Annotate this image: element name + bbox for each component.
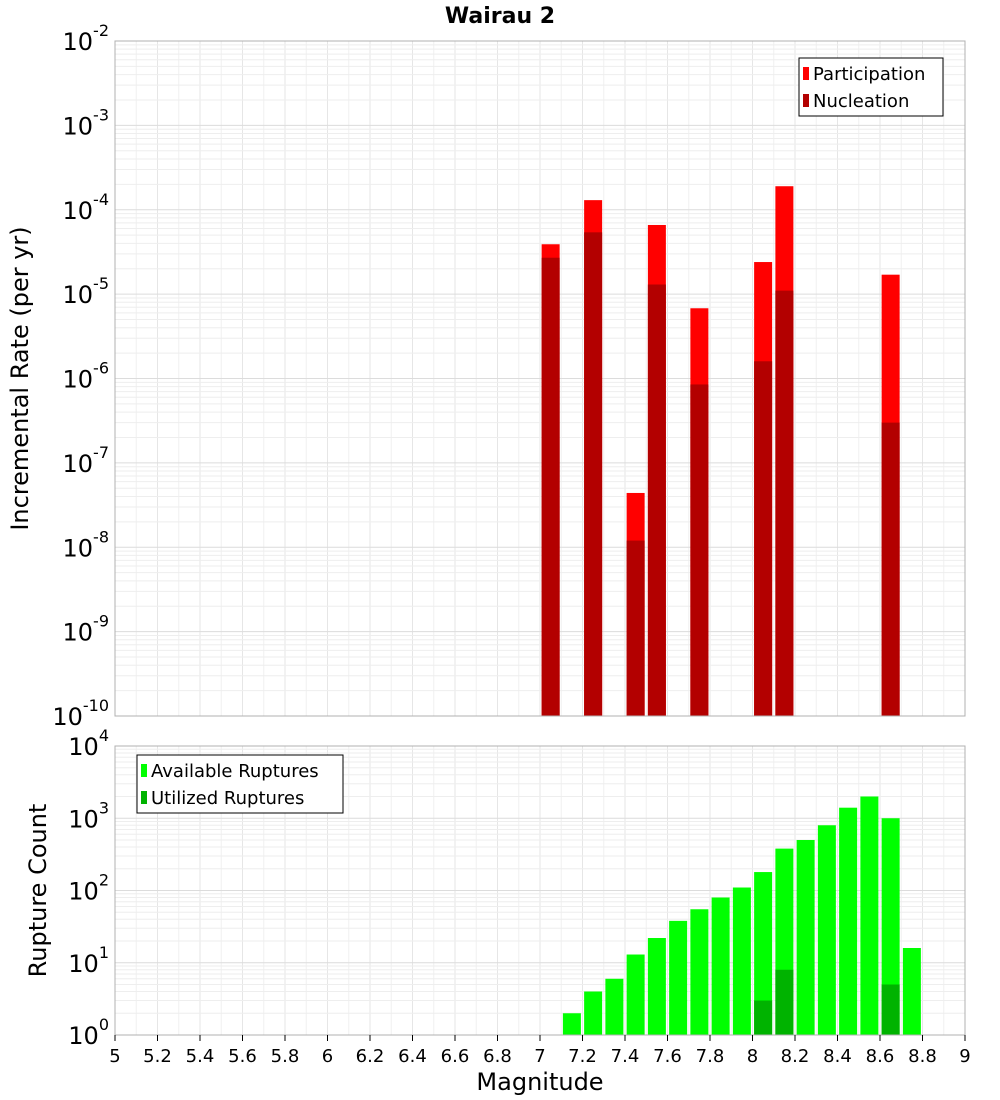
legend-swatch (141, 764, 147, 777)
x-tick-label: 8.6 (866, 1046, 895, 1067)
y-axis-label-1: Incremental Rate (per yr) (6, 226, 34, 530)
bar-available-ruptures (584, 991, 603, 1035)
x-tick-label: 9 (959, 1046, 970, 1067)
x-tick-label: 7.8 (696, 1046, 725, 1067)
panel-2: 100 101 102 103 104 Rupture Count 5 5.2 5.4 5.6 5.… (24, 726, 971, 1096)
bar-nucleation (690, 384, 709, 716)
y-tick-label: 104 (68, 726, 109, 761)
legend-swatch (141, 791, 147, 804)
bar-available-ruptures (796, 840, 815, 1035)
x-tick-label: 7 (534, 1046, 545, 1067)
bar-nucleation (881, 422, 900, 716)
bar-available-ruptures (860, 796, 879, 1035)
bar-available-ruptures (562, 1013, 581, 1035)
bar-available-ruptures (881, 818, 900, 1035)
x-tick-label: 7.4 (611, 1046, 640, 1067)
bar-available-ruptures (605, 978, 624, 1035)
y-tick-label: 10-10 (52, 696, 109, 731)
y-tick-label: 10-2 (63, 21, 110, 56)
x-tick-label: 6.8 (483, 1046, 512, 1067)
legend-box (136, 754, 344, 814)
x-tick-label: 6 (322, 1046, 333, 1067)
x-tick-label: 5.2 (143, 1046, 172, 1067)
bar-utilized-ruptures (775, 969, 794, 1035)
x-tick-label: 5.8 (271, 1046, 300, 1067)
legend-swatch (803, 94, 809, 107)
y-tick-label: 10-8 (63, 527, 110, 562)
x-tick-label: 5 (109, 1046, 120, 1067)
bar-available-ruptures (754, 872, 773, 1035)
x-tick-label: 5.6 (228, 1046, 257, 1067)
y-tick-label: 10-6 (63, 359, 110, 394)
x-tick-label: 6.4 (398, 1046, 427, 1067)
bar-available-ruptures (817, 825, 836, 1035)
x-tick-label: 5.4 (186, 1046, 215, 1067)
legend-box (798, 57, 944, 117)
x-tick-label: 7.2 (568, 1046, 597, 1067)
y-tick-label: 102 (68, 871, 109, 906)
bar-nucleation (754, 361, 773, 716)
x-tick-label: 8.4 (823, 1046, 852, 1067)
legend-1: Participation Nucleation (798, 57, 944, 117)
x-tick-label: 6.6 (441, 1046, 470, 1067)
y-tick-label: 10-3 (63, 105, 110, 140)
bar-available-ruptures (839, 807, 858, 1035)
y-tick-label: 10-9 (63, 612, 110, 647)
legend-label: Available Ruptures (151, 761, 319, 782)
bar-available-ruptures (647, 938, 666, 1035)
chart-title: Wairau 2 (445, 4, 555, 29)
bar-available-ruptures (626, 954, 645, 1035)
bar-available-ruptures (669, 920, 688, 1035)
bar-nucleation (541, 257, 560, 716)
legend-2: Available Ruptures Utilized Ruptures (136, 754, 344, 814)
legend-label: Utilized Ruptures (151, 788, 304, 809)
x-tick-label: 8 (747, 1046, 758, 1067)
bar-utilized-ruptures (881, 984, 900, 1035)
bar-nucleation (775, 290, 794, 716)
x-axis-label: Magnitude (476, 1068, 603, 1096)
bar-utilized-ruptures (754, 1000, 773, 1035)
x-tick-label: 8.2 (781, 1046, 810, 1067)
panel-1: 10-10 10-9 10-8 10-7 10-6 10-5 10-4 10-3 10-2 Inc… (6, 21, 966, 731)
y-tick-label: 10-4 (63, 190, 110, 225)
x-tick-label: 7.6 (653, 1046, 682, 1067)
bar-nucleation (647, 284, 666, 716)
x-tick-label: 6.2 (356, 1046, 385, 1067)
y-tick-label: 10-5 (63, 274, 110, 309)
y-tick-label: 100 (68, 1015, 109, 1050)
bar-available-ruptures (690, 909, 709, 1035)
bar-nucleation (626, 540, 645, 716)
bar-nucleation (584, 232, 603, 716)
plot-frame-1 (114, 40, 966, 717)
legend-swatch (803, 67, 809, 80)
bar-available-ruptures (711, 897, 730, 1035)
y-tick-label: 101 (68, 943, 109, 978)
x-tick-label: 8.8 (908, 1046, 937, 1067)
y-tick-label: 103 (68, 798, 109, 833)
bar-available-ruptures (732, 887, 751, 1035)
y-axis-label-2: Rupture Count (24, 804, 52, 978)
legend-label: Participation (813, 64, 925, 85)
bar-available-ruptures (902, 948, 921, 1035)
legend-label: Nucleation (813, 91, 909, 112)
y-tick-label: 10-7 (63, 443, 110, 478)
